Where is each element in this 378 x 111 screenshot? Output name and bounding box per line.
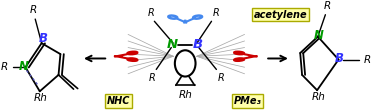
Text: R: R [30,5,37,15]
Text: R: R [149,73,156,83]
Text: Rh: Rh [311,92,325,102]
Text: B: B [193,38,203,51]
Text: N: N [314,29,324,42]
Text: Rh: Rh [178,90,192,100]
Text: R: R [0,62,8,72]
Circle shape [184,20,186,21]
Text: B: B [335,52,344,65]
Text: R: R [364,55,371,65]
Text: R: R [213,8,219,18]
Text: B: B [38,32,47,45]
Text: Rh: Rh [34,93,48,103]
Text: PMe₃: PMe₃ [234,96,262,106]
Text: R: R [324,1,331,11]
Text: N: N [166,38,178,51]
Text: R: R [147,8,154,18]
Text: R: R [217,73,224,83]
Text: NHC: NHC [107,96,130,106]
Text: N: N [19,60,28,73]
Text: acetylene: acetylene [254,10,307,20]
